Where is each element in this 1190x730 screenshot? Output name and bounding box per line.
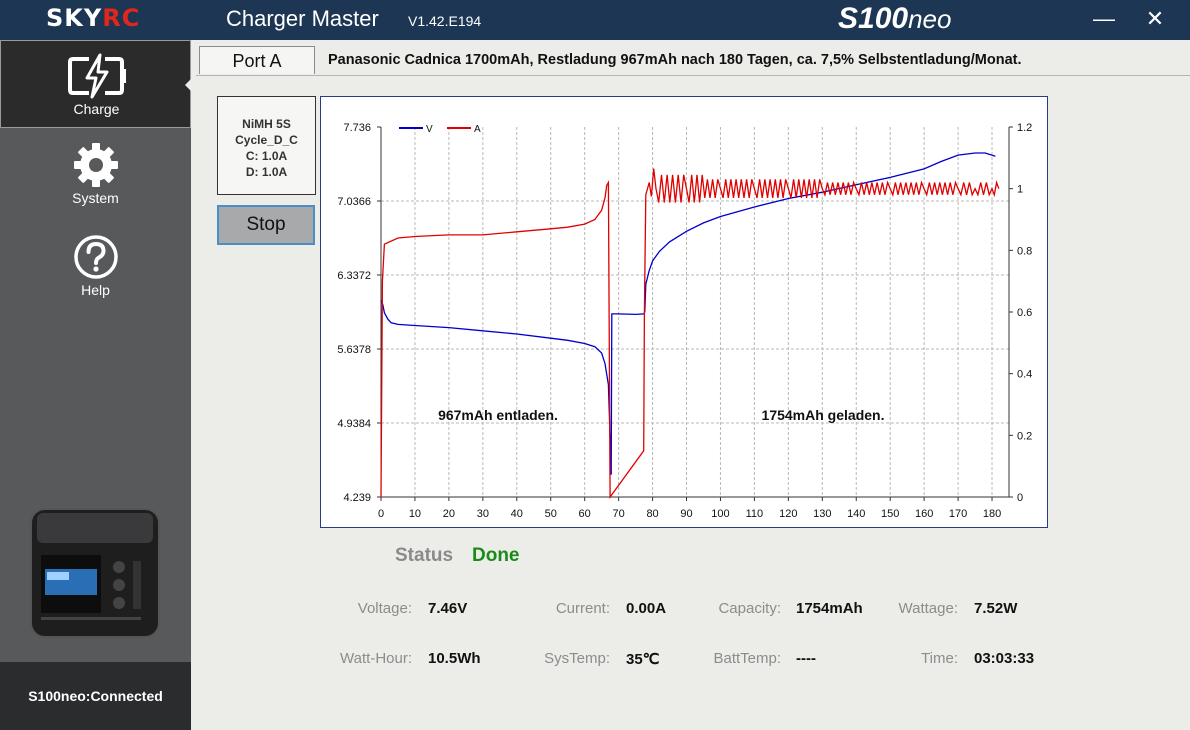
x-tick-label: 130	[813, 508, 831, 520]
active-indicator	[185, 78, 192, 92]
program-line: D: 1.0A	[245, 165, 288, 179]
y-right-tick-label: 0	[1017, 492, 1023, 504]
y-right-tick-label: 1.2	[1017, 122, 1032, 134]
x-tick-label: 10	[409, 508, 421, 520]
charge-chart: 0 10 20 30 40 50 60 70 80 90 100 110 120 130 140 150 160…	[320, 96, 1048, 528]
skyrc-logo: SKYRC	[46, 4, 141, 32]
sidebar: Charge System Help	[0, 40, 192, 730]
sidebar-item-label: System	[72, 190, 119, 206]
status-value: Done	[472, 545, 520, 566]
gear-icon	[74, 143, 118, 187]
status-label: Status	[395, 545, 454, 566]
sidebar-item-system[interactable]: System	[0, 138, 191, 226]
minimize-button[interactable]: —	[1093, 6, 1115, 31]
capacity-label: Capacity:	[718, 600, 781, 617]
help-icon	[74, 235, 118, 279]
program-info-box: NiMH 5S Cycle_D_C C: 1.0A D: 1.0A	[217, 96, 316, 195]
x-tick-label: 30	[477, 508, 489, 520]
x-tick-label: 160	[915, 508, 933, 520]
stop-button[interactable]: Stop	[217, 205, 315, 245]
series-line-a	[380, 168, 1000, 499]
watt-hour-label: Watt-Hour:	[340, 650, 412, 667]
batttemp-label: BattTemp:	[713, 650, 781, 667]
charger-device-image	[30, 508, 160, 638]
x-tick-label: 180	[983, 508, 1001, 520]
voltage-value: 7.46V	[428, 600, 468, 617]
model-logo: S100neo	[838, 2, 952, 35]
y-left-tick-label: 6.3372	[337, 270, 371, 282]
program-line: C: 1.0A	[245, 149, 288, 163]
batttemp-value: ----	[796, 650, 816, 667]
time-value: 03:03:33	[974, 650, 1035, 667]
x-tick-label: 150	[881, 508, 899, 520]
x-tick-label: 40	[511, 508, 523, 520]
voltage-label: Voltage:	[357, 600, 412, 617]
x-tick-label: 100	[711, 508, 729, 520]
x-tick-label: 0	[378, 508, 384, 520]
x-tick-label: 90	[680, 508, 692, 520]
series-line-v	[380, 152, 996, 475]
wattage-value: 7.52W	[974, 600, 1018, 617]
y-right-tick-label: 0.8	[1017, 245, 1032, 257]
current-label: Current:	[555, 600, 610, 617]
time-label: Time:	[921, 650, 958, 667]
chart-frame	[320, 96, 1048, 528]
sidebar-item-label: Charge	[73, 101, 120, 117]
y-left-tick-label: 7.0366	[337, 196, 371, 208]
program-line: NiMH 5S	[242, 117, 291, 131]
x-tick-label: 110	[746, 508, 764, 520]
sidebar-item-charge[interactable]: Charge	[0, 40, 191, 128]
y-right-tick-label: 0.2	[1017, 430, 1032, 442]
y-right-tick-label: 0.4	[1017, 369, 1032, 381]
tab-port-a[interactable]: Port A	[199, 46, 315, 74]
sidebar-item-help[interactable]: Help	[0, 230, 191, 318]
app-title: Charger Master	[226, 6, 379, 31]
header-divider	[196, 75, 1190, 76]
y-right-tick-label: 1	[1017, 184, 1023, 196]
watt-hour-value: 10.5Wh	[428, 650, 481, 667]
x-tick-label: 60	[579, 508, 591, 520]
legend-label-v: V	[426, 124, 433, 135]
capacity-value: 1754mAh	[796, 600, 863, 617]
app-version: V1.42.E194	[408, 13, 482, 29]
title-bar: SKYRC Charger Master V1.42.E194 S100neo …	[0, 0, 1190, 40]
sidebar-item-label: Help	[81, 282, 110, 298]
battery-info-text: Panasonic Cadnica 1700mAh, Restladung 96…	[328, 52, 1022, 68]
y-right-tick-label: 0.6	[1017, 307, 1032, 319]
systemp-value: 35℃	[626, 651, 660, 668]
x-tick-label: 50	[545, 508, 557, 520]
y-left-tick-label: 4.9384	[337, 418, 371, 430]
charge-icon	[68, 53, 126, 99]
y-left-tick-label: 4.239	[343, 492, 371, 504]
close-button[interactable]: ✕	[1145, 6, 1165, 31]
y-left-tick-label: 7.736	[343, 122, 371, 134]
legend-label-a: A	[474, 124, 481, 135]
connection-status: S100neo:Connected	[0, 662, 191, 730]
x-tick-label: 120	[779, 508, 797, 520]
x-tick-label: 20	[443, 508, 455, 520]
x-tick-label: 170	[949, 508, 967, 520]
chart-annotation: 967mAh entladen.	[438, 407, 558, 423]
program-line: Cycle_D_C	[235, 133, 298, 147]
chart-annotation: 1754mAh geladen.	[762, 407, 885, 423]
x-tick-label: 80	[646, 508, 658, 520]
y-left-tick-label: 5.6378	[337, 344, 371, 356]
current-value: 0.00A	[626, 600, 667, 617]
x-tick-label: 70	[612, 508, 624, 520]
systemp-label: SysTemp:	[544, 650, 610, 667]
wattage-label: Wattage:	[898, 600, 958, 617]
x-tick-label: 140	[847, 508, 865, 520]
